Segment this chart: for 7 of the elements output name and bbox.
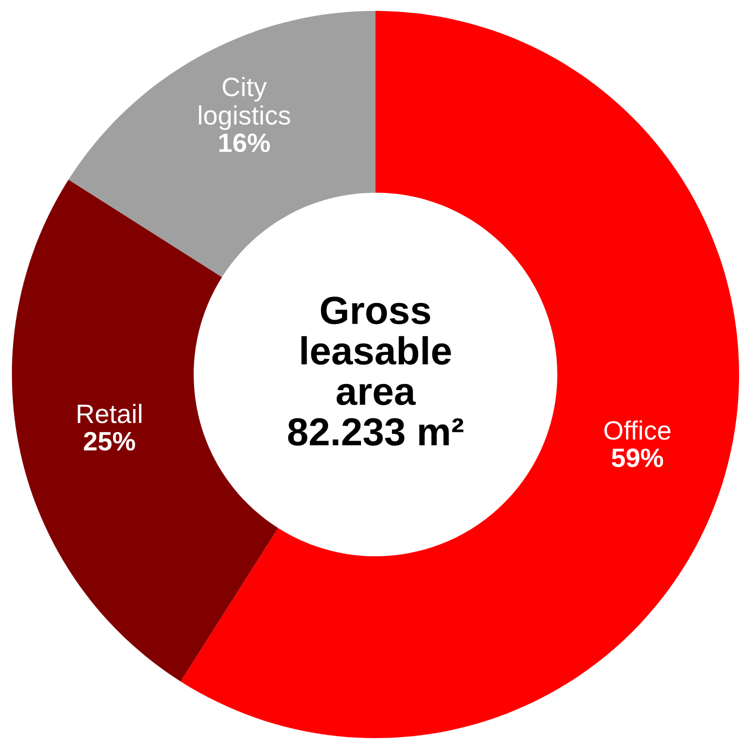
data-label: 25% [84, 432, 136, 451]
slice-label: Office [604, 420, 670, 440]
data-label: 16% [219, 133, 270, 152]
slice-label: City logistics [198, 76, 290, 130]
data-label: 59% [612, 448, 664, 468]
text: Gross leasable area 82.233 m² [288, 296, 464, 446]
slice-label: Retail [78, 404, 142, 424]
